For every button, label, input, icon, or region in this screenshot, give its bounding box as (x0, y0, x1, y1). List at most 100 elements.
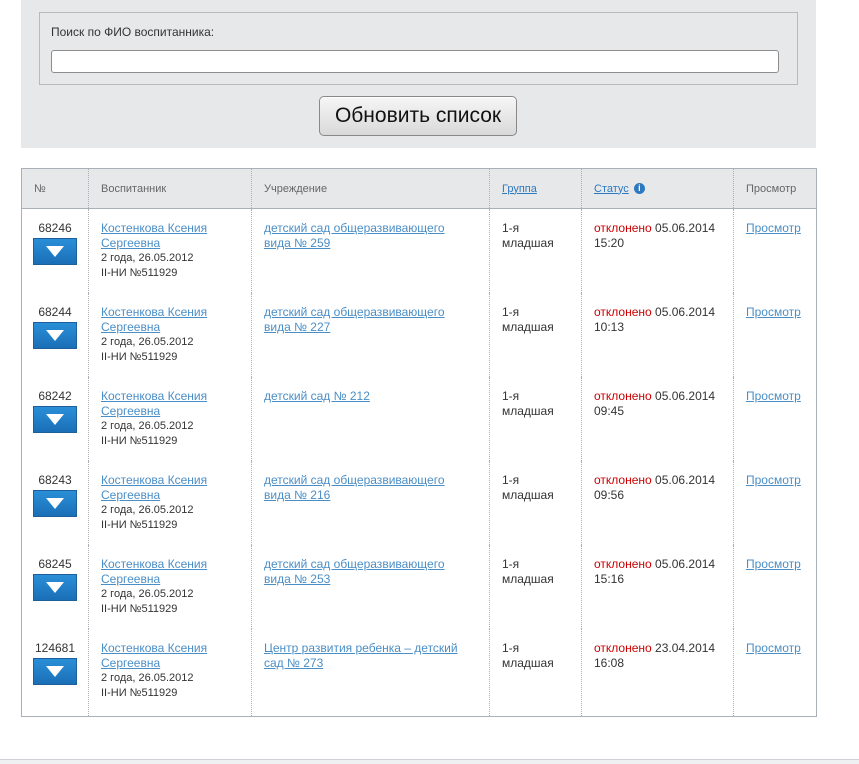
institution-line-1: Центр развития ребенка – детский (264, 640, 458, 655)
child-age: 2 года, 26.05.2012 (101, 671, 194, 684)
expand-row-button[interactable] (33, 657, 77, 685)
group-line-2: младшая (502, 487, 554, 502)
sort-by-status-link[interactable]: Статус (594, 182, 629, 195)
view-link[interactable]: Просмотр (746, 388, 801, 403)
child-name-link[interactable]: Костенкова Ксения Сергеевна (101, 641, 207, 670)
status-time: 15:16 (594, 571, 625, 586)
status-badge: отклонено (594, 388, 652, 403)
group-cell: 1-я младшая (489, 628, 582, 717)
status-cell: отклонено 23.04.2014 16:08 (581, 628, 734, 717)
status-date: 05.06.2014 (651, 472, 716, 487)
status-date: 23.04.2014 (651, 640, 716, 655)
header-view: Просмотр (733, 168, 817, 209)
child-name-link[interactable]: Костенкова Ксения Сергеевна (101, 473, 207, 502)
child-cell: Костенкова Ксения Сергеевна 2 года, 26.05.… (88, 544, 252, 629)
group-line-2: младшая (502, 571, 554, 586)
application-number: 68243 (38, 472, 72, 487)
expand-row-button[interactable] (33, 405, 77, 433)
group-line-1: 1-я (502, 221, 520, 235)
header-num: № (21, 168, 89, 209)
child-name-link[interactable]: Костенкова Ксения Сергеевна (101, 557, 207, 586)
refresh-list-button[interactable]: Обновить список (319, 96, 517, 136)
search-input[interactable] (51, 50, 779, 73)
table-row: 68242 Костенкова Ксения Сергеевна 2 года, 2… (21, 376, 817, 461)
view-cell: Просмотр (734, 545, 817, 629)
child-document: II-НИ №511929 (101, 602, 178, 615)
group-cell: 1-я младшая (489, 544, 582, 629)
child-age: 2 года, 26.05.2012 (101, 419, 194, 432)
sort-by-group-link[interactable]: Группа (502, 182, 537, 195)
status-badge: отклонено (594, 221, 652, 235)
row-number-cell: 68246 (21, 208, 89, 293)
application-number: 68242 (38, 388, 72, 403)
child-name-line-2: Сергеевна (101, 655, 161, 670)
expand-row-button[interactable] (33, 238, 77, 265)
expand-row-button[interactable] (33, 489, 77, 517)
row-number-cell: 124681 (21, 628, 89, 717)
status-cell: отклонено 05.06.2014 15:20 (581, 208, 734, 293)
expand-row-button[interactable] (33, 321, 77, 349)
row-number-cell: 68245 (21, 544, 89, 629)
info-icon[interactable]: i (633, 182, 645, 194)
child-age: 2 года, 26.05.2012 (101, 335, 194, 348)
triangle-down-icon (46, 246, 64, 257)
institution-link[interactable]: детский сад общеразвивающего вида № 259 (264, 221, 445, 250)
triangle-down-icon (46, 413, 64, 425)
status-date: 05.06.2014 (651, 388, 716, 403)
view-link[interactable]: Просмотр (746, 304, 801, 319)
child-cell: Костенкова Ксения Сергеевна 2 года, 26.05.… (88, 628, 252, 717)
view-link[interactable]: Просмотр (746, 640, 801, 655)
group-cell: 1-я младшая (489, 460, 582, 545)
status-time: 09:56 (594, 487, 625, 502)
status-cell: отклонено 05.06.2014 09:56 (581, 460, 734, 545)
child-name-link[interactable]: Костенкова Ксения Сергеевна (101, 389, 207, 418)
table-row: 68243 Костенкова Ксения Сергеевна 2 года, 2… (21, 460, 817, 545)
child-name-line-1: Костенкова Ксения (101, 640, 208, 655)
triangle-down-icon (46, 665, 64, 677)
child-document: II-НИ №511929 (101, 518, 178, 531)
institution-cell: детский сад общеразвивающего вида № 227 (251, 292, 490, 377)
child-name-line-2: Сергеевна (101, 487, 161, 502)
triangle-down-icon (46, 581, 64, 593)
child-name-link[interactable]: Костенкова Ксения Сергеевна (101, 305, 207, 334)
view-link[interactable]: Просмотр (746, 556, 801, 571)
application-number: 68246 (38, 221, 72, 235)
group-line-2: младшая (502, 319, 554, 334)
table-row: 68244 Костенкова Ксения Сергеевна 2 года, 2… (21, 292, 817, 377)
status-cell: отклонено 05.06.2014 09:45 (581, 376, 734, 461)
institution-link[interactable]: детский сад общеразвивающего вида № 253 (264, 557, 445, 586)
child-name-line-1: Костенкова Ксения (101, 221, 208, 235)
status-time: 09:45 (594, 403, 625, 418)
view-link[interactable]: Просмотр (746, 472, 801, 487)
child-name-line-2: Сергеевна (101, 403, 161, 418)
child-name-line-2: Сергеевна (101, 319, 161, 334)
institution-cell: детский сад общеразвивающего вида № 216 (251, 460, 490, 545)
child-name-link[interactable]: Костенкова Ксения Сергеевна (101, 221, 207, 250)
search-box: Поиск по ФИО воспитанника: (39, 12, 798, 85)
institution-line-2: вида № 216 (264, 487, 331, 502)
child-cell: Костенкова Ксения Сергеевна 2 года, 26.05.… (88, 460, 252, 545)
group-line-1: 1-я (502, 472, 520, 487)
child-name-line-2: Сергеевна (101, 236, 161, 250)
child-age: 2 года, 26.05.2012 (101, 587, 194, 600)
view-cell: Просмотр (734, 377, 817, 461)
group-line-1: 1-я (502, 304, 520, 319)
status-cell: отклонено 05.06.2014 15:16 (581, 544, 734, 629)
expand-row-button[interactable] (33, 573, 77, 601)
search-panel: Поиск по ФИО воспитанника: Обновить спис… (21, 0, 816, 148)
institution-link[interactable]: Центр развития ребенка – детский сад № 27… (264, 641, 458, 670)
institution-cell: детский сад общеразвивающего вида № 253 (251, 544, 490, 629)
status-date: 05.06.2014 (651, 304, 716, 319)
institution-link[interactable]: детский сад общеразвивающего вида № 227 (264, 305, 445, 334)
institution-link[interactable]: детский сад общеразвивающего вида № 216 (264, 473, 445, 502)
institution-link[interactable]: детский сад № 212 (264, 389, 370, 403)
child-name-line-1: Костенкова Ксения (101, 304, 208, 319)
group-line-2: младшая (502, 236, 554, 250)
group-line-2: младшая (502, 403, 554, 418)
institution-cell: Центр развития ребенка – детский сад № 27… (251, 628, 490, 717)
view-link[interactable]: Просмотр (746, 221, 801, 235)
status-time: 15:20 (594, 236, 625, 250)
status-badge: отклонено (594, 640, 652, 655)
child-age: 2 года, 26.05.2012 (101, 252, 194, 264)
applications-table: № Воспитанник Учреждение Группа Статус i… (21, 168, 817, 717)
